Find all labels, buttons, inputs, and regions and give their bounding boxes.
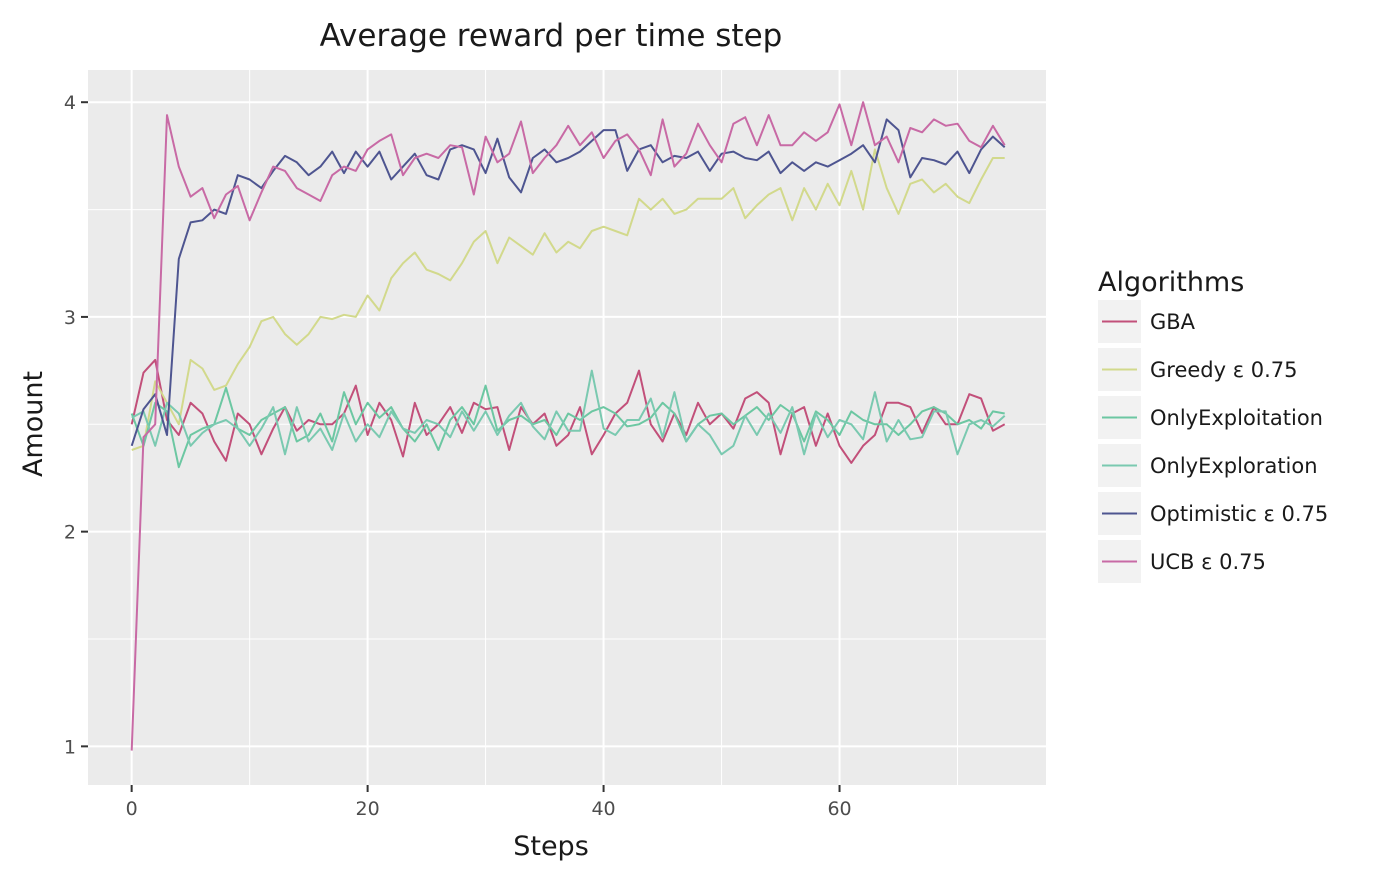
y-tick-label: 2 xyxy=(64,522,76,544)
series-line-1 xyxy=(131,148,1005,451)
series-line-4 xyxy=(130,118,1006,447)
y-axis-title: Amount xyxy=(18,371,49,477)
legend-label: GBA xyxy=(1150,310,1196,334)
legend-label: Greedy ε 0.75 xyxy=(1150,358,1298,382)
legend-item: Optimistic ε 0.75 xyxy=(1098,492,1328,535)
legend-label: OnlyExploitation xyxy=(1150,406,1323,430)
x-axis-title: Steps xyxy=(513,831,589,862)
chart-title: Average reward per time step xyxy=(320,18,783,54)
x-tick-label: 40 xyxy=(591,798,615,820)
legend-item: Greedy ε 0.75 xyxy=(1098,348,1298,391)
legend-label: UCB ε 0.75 xyxy=(1150,550,1266,574)
y-axis: 1 2 3 4 xyxy=(64,92,88,758)
x-tick-label: 20 xyxy=(356,798,380,820)
x-tick-label: 0 xyxy=(126,798,138,820)
legend-item: GBA xyxy=(1098,300,1196,343)
legend-item: UCB ε 0.75 xyxy=(1098,540,1266,583)
series-lines xyxy=(130,101,1006,751)
y-tick-label: 1 xyxy=(64,736,76,758)
y-tick-label: 3 xyxy=(64,307,76,329)
legend-title: Algorithms xyxy=(1098,267,1244,298)
series-line-2 xyxy=(130,384,1005,469)
legend-label: OnlyExploration xyxy=(1150,454,1318,478)
x-tick-label: 60 xyxy=(827,798,851,820)
y-tick-label: 4 xyxy=(64,92,76,114)
legend-label: Optimistic ε 0.75 xyxy=(1150,502,1328,526)
series-line-3 xyxy=(131,369,1006,456)
legend-item: OnlyExploitation xyxy=(1098,396,1323,439)
legend-item: OnlyExploration xyxy=(1098,444,1318,487)
series-line-5 xyxy=(130,101,1006,751)
x-axis: 0 20 40 60 xyxy=(126,785,852,820)
legend: Algorithms GBA Greedy ε 0.75 OnlyExploitat… xyxy=(1098,267,1328,583)
